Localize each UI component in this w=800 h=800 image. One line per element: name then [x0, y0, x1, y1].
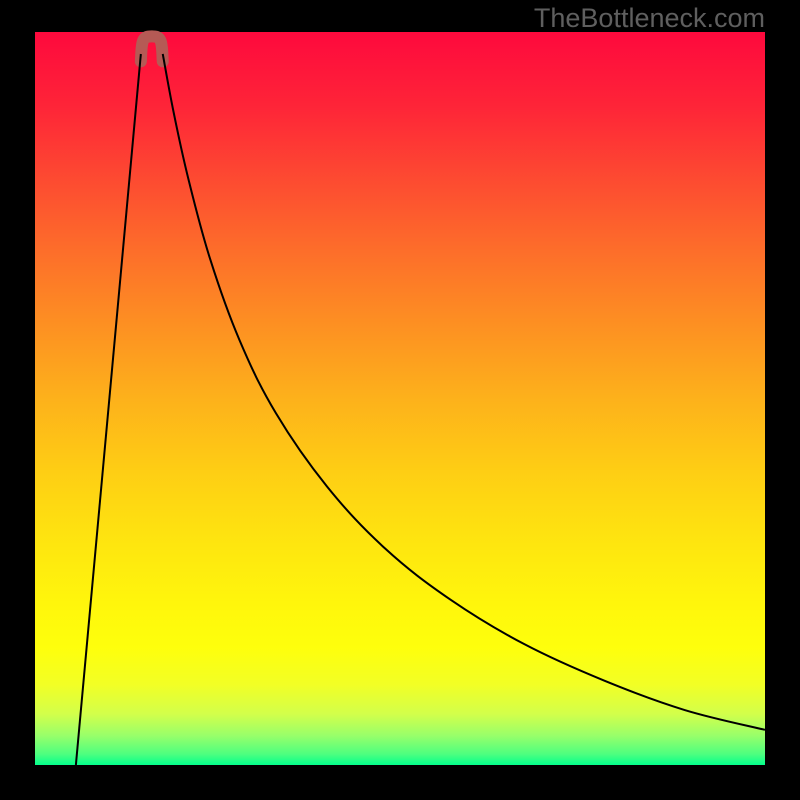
bottleneck-chart [0, 0, 800, 800]
watermark-text: TheBottleneck.com [534, 3, 765, 34]
plot-background [35, 32, 765, 765]
